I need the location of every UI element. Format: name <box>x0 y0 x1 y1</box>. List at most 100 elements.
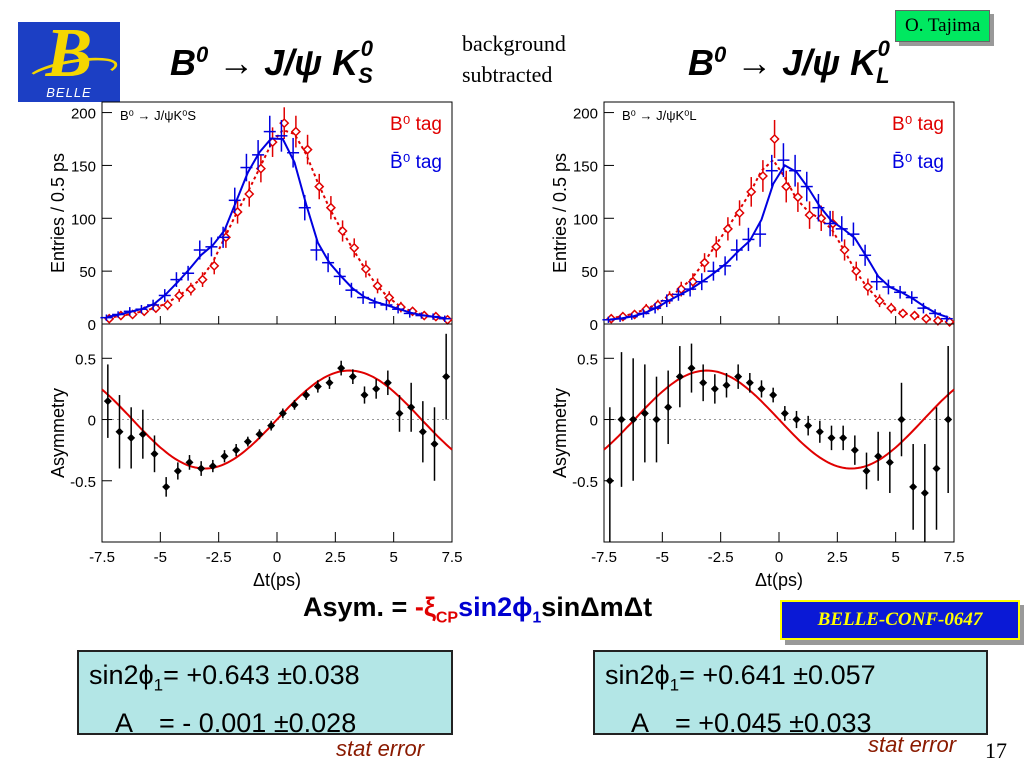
data-point <box>290 126 301 137</box>
data-point <box>722 381 731 390</box>
y-tick-label: -0.5 <box>70 474 96 491</box>
data-point <box>920 489 929 498</box>
data-point <box>103 397 112 406</box>
data-point <box>652 415 661 424</box>
data-point <box>932 315 943 326</box>
left-result-box: sin2ϕ1= +0.643 ±0.038 A = - 0.001 ±0.028 <box>77 650 453 738</box>
data-point <box>337 225 348 237</box>
left-result-a: A = - 0.001 ±0.028 <box>114 708 357 739</box>
y-tick-label: 0.5 <box>577 351 598 368</box>
left-title: B0 → J/ψ KS0 <box>170 36 374 89</box>
x-tick-label: 5 <box>389 549 397 566</box>
data-point <box>862 281 873 293</box>
data-point <box>244 188 255 200</box>
conference-badge: BELLE-CONF-0647 <box>780 600 1020 640</box>
page-number: 17 <box>985 738 1007 763</box>
legend-b0-tag: B⁰ tag <box>390 114 442 135</box>
asymmetry-formula: Asym. = -ξCPsin2ϕ1sinΔmΔt <box>303 592 653 627</box>
data-point <box>839 244 850 256</box>
data-point <box>208 462 217 471</box>
data-point <box>687 364 696 373</box>
data-point <box>255 430 264 439</box>
data-point <box>302 144 313 155</box>
data-point <box>640 409 649 418</box>
data-point <box>605 476 614 485</box>
data-point <box>745 378 754 387</box>
data-point <box>430 440 439 449</box>
data-point <box>442 372 451 381</box>
data-point <box>757 170 768 182</box>
data-point <box>804 421 813 430</box>
belle-logo-letter: B <box>45 15 93 92</box>
inplot-title: B⁰ → J/ψK⁰S <box>120 108 196 123</box>
x-tick-label: 2.5 <box>827 549 848 566</box>
data-point <box>337 364 346 373</box>
belle-logo: B BELLE <box>18 15 120 102</box>
data-point <box>885 458 894 467</box>
y-tick-label: 0.5 <box>75 351 96 368</box>
data-point <box>780 409 789 418</box>
data-point <box>220 452 229 461</box>
y-axis-label: Entries / 0.5 ps <box>550 153 570 273</box>
data-point <box>711 241 722 252</box>
data-point <box>150 449 159 458</box>
left-stat-error-label: stat error <box>336 736 425 761</box>
data-point <box>699 257 710 268</box>
data-point <box>699 378 708 387</box>
y-axis-label: Entries / 0.5 ps <box>48 153 68 273</box>
legend-b0bar-tag: B̄⁰ tag <box>390 152 442 173</box>
data-point <box>792 415 801 424</box>
x-tick-label: -7.5 <box>591 549 617 566</box>
data-point <box>325 378 334 387</box>
data-point <box>932 464 941 473</box>
x-tick-label: 2.5 <box>325 549 346 566</box>
data-point <box>232 446 241 455</box>
right-result-box: sin2ϕ1= +0.641 ±0.057 A = +0.045 ±0.033 <box>593 650 988 738</box>
data-point <box>162 299 173 311</box>
data-point <box>185 458 194 467</box>
data-point <box>115 427 124 436</box>
y-tick-label: 50 <box>79 264 96 281</box>
data-point <box>325 202 336 213</box>
data-point <box>769 391 778 400</box>
legend-b0bar-tag: B̄⁰ tag <box>892 152 944 173</box>
data-point <box>407 403 416 412</box>
y-tick-label: 100 <box>71 211 96 228</box>
y-tick-label: 150 <box>71 158 96 175</box>
y-tick-label: 100 <box>573 211 598 228</box>
data-point <box>769 133 780 145</box>
data-point <box>290 400 299 409</box>
data-point <box>127 433 136 442</box>
asymmetry-fit-curve <box>101 369 453 470</box>
data-point <box>384 292 395 303</box>
right-title: B0 → J/ψ KL0 <box>688 36 890 89</box>
x-tick-label: -2.5 <box>708 549 734 566</box>
x-tick-label: -5 <box>154 549 167 566</box>
data-point <box>395 409 404 418</box>
data-point <box>839 433 848 442</box>
data-point <box>909 310 920 321</box>
bottom-plot-frame <box>101 323 453 543</box>
top-plot-frame <box>603 101 955 325</box>
x-tick-label: -2.5 <box>206 549 232 566</box>
y-tick-label: 200 <box>71 106 96 123</box>
data-point <box>921 313 932 324</box>
data-point <box>862 466 871 475</box>
y-tick-label: 0 <box>88 413 96 430</box>
data-point <box>173 466 182 475</box>
inplot-title: B⁰ → J/ψK⁰L <box>622 108 697 123</box>
data-point <box>815 427 824 436</box>
b0bar-tag-fit-curve <box>609 164 949 321</box>
belle-logo-word: BELLE <box>46 85 92 100</box>
data-point <box>174 290 185 301</box>
asymmetry-fit-curve <box>603 369 955 470</box>
y-tick-label: 0 <box>88 317 96 334</box>
data-point <box>197 464 206 473</box>
data-point <box>372 280 383 292</box>
data-point <box>629 415 638 424</box>
data-point <box>209 260 220 271</box>
data-point <box>874 295 885 306</box>
data-point <box>710 384 719 393</box>
x-tick-label: -5 <box>656 549 669 566</box>
